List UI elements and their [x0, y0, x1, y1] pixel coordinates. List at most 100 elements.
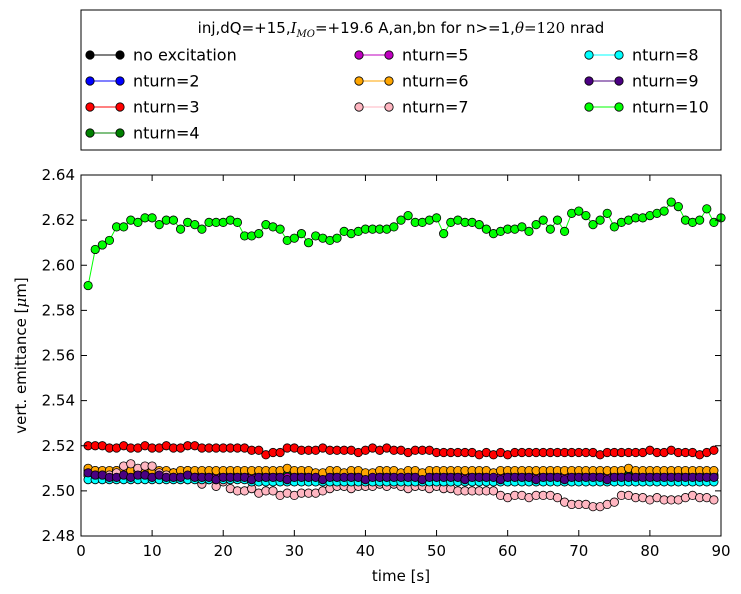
data-point — [83, 280, 93, 291]
data-point — [709, 495, 719, 505]
x-tick-label: 60 — [498, 542, 517, 560]
x-axis-label: time [s] — [372, 567, 430, 585]
legend-marker — [85, 128, 95, 138]
series-nturn-9 — [83, 468, 719, 485]
data-point — [403, 211, 413, 221]
data-point — [531, 220, 541, 230]
chart-title: inj,dQ=+15,IMO=+19.6 A,an,bn for n>=1,θ=… — [198, 19, 605, 40]
data-point — [517, 222, 527, 232]
legend-marker — [384, 76, 394, 86]
data-point — [481, 224, 491, 234]
legend-item-nturn-7: nturn=7 — [354, 98, 469, 117]
legend-marker — [354, 50, 364, 60]
data-point — [97, 240, 107, 250]
data-point — [104, 235, 115, 246]
legend-marker — [614, 50, 624, 60]
legend-marker — [384, 102, 394, 112]
x-tick-label: 50 — [427, 542, 446, 560]
data-point — [133, 217, 143, 227]
legend-frame — [80, 9, 722, 151]
data-point — [168, 215, 179, 225]
data-point — [147, 461, 157, 471]
data-point — [296, 229, 307, 239]
y-tick-label: 2.60 — [42, 256, 75, 274]
x-tick-label: 40 — [356, 542, 375, 560]
legend-item-nturn-9: nturn=9 — [584, 72, 699, 91]
legend-marker — [115, 102, 125, 112]
data-point — [268, 486, 278, 496]
legend-marker — [115, 76, 125, 86]
legend-label: nturn=3 — [133, 98, 200, 117]
legend-item-nturn-6: nturn=6 — [354, 72, 469, 91]
data-point — [581, 211, 591, 221]
legend-marker — [354, 102, 364, 112]
legend-marker — [85, 76, 95, 86]
data-point — [431, 213, 442, 223]
legend-marker — [584, 76, 594, 86]
y-tick-label: 2.52 — [42, 437, 75, 455]
legend-marker — [85, 50, 95, 60]
legend-label: nturn=9 — [632, 72, 699, 91]
legend-item-nturn-10: nturn=10 — [584, 98, 709, 117]
data-point — [524, 226, 534, 237]
legend-label: no excitation — [133, 46, 237, 65]
legend-item-nturn-8: nturn=8 — [584, 46, 699, 65]
data-point — [488, 486, 499, 496]
data-point — [666, 197, 676, 207]
x-tick-label: 20 — [214, 542, 233, 560]
x-tick-label: 70 — [569, 542, 588, 560]
data-point — [474, 220, 484, 230]
data-point — [154, 220, 164, 230]
legend-marker — [614, 76, 624, 86]
y-tick-label: 2.62 — [42, 211, 75, 229]
data-point — [659, 206, 669, 216]
legend-label: nturn=4 — [133, 124, 200, 143]
data-point — [552, 493, 563, 503]
legend-item-no-excitation: no excitation — [85, 46, 237, 65]
data-point — [197, 224, 207, 234]
data-point — [695, 215, 705, 225]
legend-label: nturn=6 — [402, 72, 469, 91]
x-tick-label: 80 — [640, 542, 659, 560]
legend-item-nturn-5: nturn=5 — [354, 46, 469, 65]
data-point — [559, 226, 570, 237]
data-point — [254, 229, 264, 239]
data-point — [303, 238, 314, 248]
y-tick-label: 2.50 — [42, 482, 75, 500]
data-point — [709, 472, 719, 482]
data-point — [90, 244, 100, 255]
legend-marker — [354, 76, 364, 86]
legend-item-nturn-4: nturn=4 — [85, 124, 200, 143]
data-point — [119, 222, 129, 232]
data-point — [175, 224, 186, 234]
data-point — [389, 222, 399, 232]
data-point — [126, 459, 136, 469]
data-point — [232, 217, 243, 227]
legend-marker — [115, 50, 125, 60]
data-point — [673, 201, 683, 212]
legend-marker — [584, 50, 594, 60]
y-tick-label: 2.56 — [42, 347, 75, 365]
data-point — [147, 213, 157, 223]
legend-marker — [384, 50, 394, 60]
legend-label: nturn=8 — [632, 46, 699, 65]
data-point — [396, 215, 406, 225]
legend-marker — [115, 128, 125, 138]
x-tick-label: 90 — [711, 542, 730, 560]
y-axis-label: vert. emittance [μm] — [12, 277, 30, 433]
y-tick-label: 2.58 — [42, 301, 75, 319]
legend-item-nturn-2: nturn=2 — [85, 72, 200, 91]
legend-label: nturn=7 — [402, 98, 469, 117]
y-tick-label: 2.64 — [42, 166, 75, 184]
legend-label: nturn=10 — [632, 98, 709, 117]
data-point — [289, 233, 299, 243]
data-point — [275, 224, 285, 234]
legend-marker — [584, 102, 594, 112]
data-point — [588, 220, 598, 230]
x-tick-label: 10 — [143, 542, 162, 560]
data-point — [275, 447, 285, 458]
legend-marker — [85, 102, 95, 112]
legend-label: nturn=5 — [402, 46, 469, 65]
data-point — [602, 208, 612, 218]
data-point — [538, 215, 548, 225]
